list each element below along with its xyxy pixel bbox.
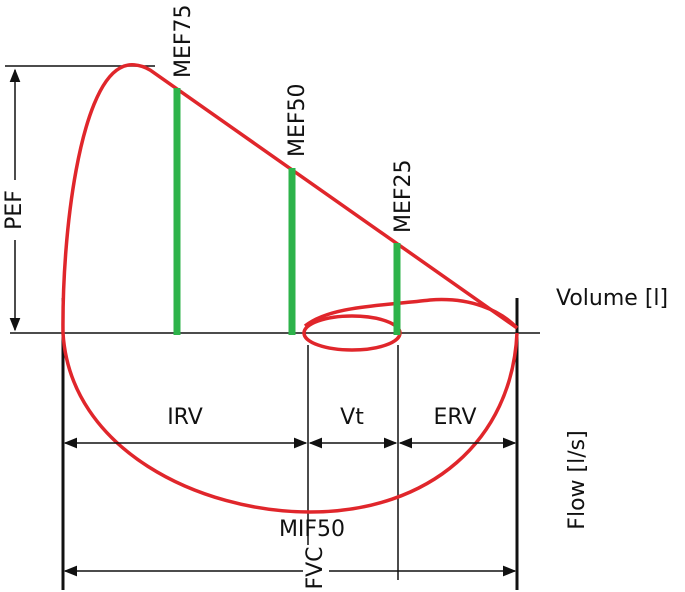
tidal-tail — [303, 297, 519, 330]
volume-label: IRV — [167, 405, 203, 430]
mif-label: MIF50 — [279, 517, 345, 542]
inspiratory-curve — [61, 332, 519, 514]
marker-label: MEF75 — [171, 4, 196, 78]
pef-label: PEF — [2, 190, 27, 230]
label-bg — [2, 180, 28, 240]
marker-label: MEF25 — [391, 159, 416, 233]
marker-label: MEF50 — [285, 83, 310, 157]
fvc-label: FVC — [303, 546, 328, 589]
expiratory-curve — [61, 63, 519, 334]
volume-label: ERV — [433, 405, 476, 430]
label-bg — [303, 545, 329, 592]
y-axis-label: Flow [l/s] — [565, 430, 590, 529]
volume-label: Vt — [340, 405, 364, 430]
x-axis-label: Volume [l] — [556, 286, 668, 311]
